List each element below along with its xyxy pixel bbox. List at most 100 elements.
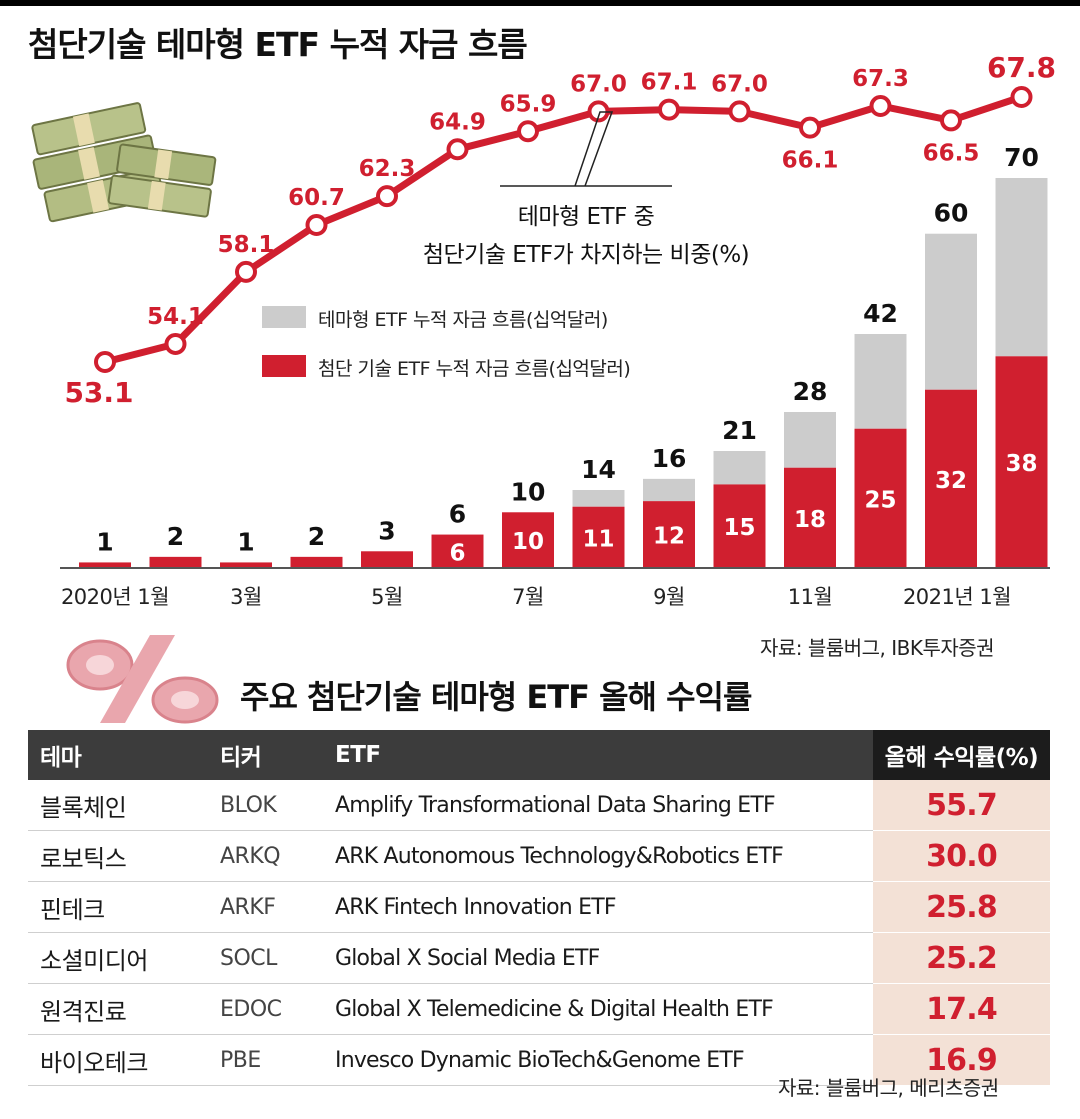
bar-total-label: 2 (167, 522, 184, 551)
bar-tech (572, 506, 625, 568)
share-label: 66.5 (923, 140, 980, 166)
bar-tech-label: 38 (1005, 451, 1037, 477)
table-header-row: 테마 티커 ETF 올해 수익률(%) (28, 730, 1050, 780)
bar-theme-total (643, 478, 695, 502)
share-label: 67.8 (987, 51, 1056, 84)
bar-theme-total (784, 412, 836, 468)
bar-tech-label: 12 (653, 524, 685, 550)
chart-legend: 테마형 ETF 누적 자금 흐름(십억달러) 첨단 기술 ETF 누적 자금 흐… (262, 306, 631, 380)
cell-etf: Amplify Transformational Data Sharing ET… (323, 780, 873, 831)
cell-etf: Invesco Dynamic BioTech&Genome ETF (323, 1034, 873, 1086)
bar-tech (502, 512, 554, 568)
bar-tech (79, 562, 131, 568)
share-label: 65.9 (500, 91, 557, 117)
cell-return: 25.2 (873, 932, 1050, 984)
cell-theme: 블록체인 (28, 780, 208, 831)
share-label: 67.0 (570, 71, 627, 97)
fund-flow-chart: 1 2 1 2 36610101411161221152818422560327038 … (60, 51, 1056, 609)
share-point (517, 120, 539, 143)
share-label: 53.1 (64, 376, 133, 409)
cell-return: 25.8 (873, 881, 1050, 933)
bar-tech (643, 501, 695, 568)
bar-total-label: 1 (96, 527, 113, 556)
bar-total-label: 2 (308, 522, 325, 551)
table-row: 소셜미디어 SOCL Global X Social Media ETF 25.… (28, 932, 1050, 984)
annotation-line-2: 첨단기술 ETF가 차지하는 비중(%) (423, 242, 749, 268)
cell-return: 55.7 (873, 780, 1050, 831)
x-tick-label: 11월 (788, 585, 833, 609)
table-row: 원격진료 EDOC Global X Telemedicine & Digita… (28, 983, 1050, 1035)
cell-ticker: PBE (208, 1034, 323, 1086)
table-source: 자료: 블룸버그, 메리츠증권 (778, 1076, 999, 1100)
bar-theme-total (572, 490, 625, 507)
header-theme: 테마 (28, 730, 208, 780)
bar-total-label: 70 (1004, 143, 1039, 172)
table-title: 주요 첨단기술 테마형 ETF 올해 수익률 (240, 678, 752, 716)
x-tick-label: 5월 (371, 585, 403, 609)
legend-label-theme: 테마형 ETF 누적 자금 흐름(십억달러) (318, 309, 608, 331)
share-point (376, 185, 398, 208)
x-tick-label: 9월 (653, 585, 685, 609)
x-tick-label: 2021년 1월 (903, 585, 1011, 609)
bar-tech (361, 551, 413, 568)
bar-tech-label: 10 (512, 529, 544, 555)
cell-return: 16.9 (873, 1034, 1050, 1086)
share-label: 62.3 (359, 156, 416, 182)
legend-swatch-theme (262, 306, 306, 328)
bar-tech (220, 562, 272, 568)
header-ticker: 티커 (208, 730, 323, 780)
share-point (658, 98, 680, 121)
bar-tech-label: 6 (449, 540, 465, 566)
bar-total-label: 3 (378, 516, 395, 545)
share-label: 66.1 (782, 148, 839, 174)
cell-theme: 바이오테크 (28, 1034, 208, 1086)
share-label: 67.3 (852, 66, 909, 92)
x-tick-labels: 2020년 1월 3월 5월 7월 9월 11월 2021년 1월 (61, 585, 1012, 609)
bar-total-label: 21 (722, 416, 757, 445)
bar-tech-label: 15 (723, 515, 755, 541)
cell-theme: 핀테크 (28, 881, 208, 933)
bar-total-label: 10 (511, 477, 546, 506)
cell-theme: 원격진료 (28, 983, 208, 1035)
legend-label-tech: 첨단 기술 ETF 누적 자금 흐름(십억달러) (318, 358, 630, 380)
bar-total-label: 28 (793, 377, 828, 406)
share-point (799, 116, 821, 139)
cell-ticker: ARKF (208, 881, 323, 933)
line-annotation: 테마형 ETF 중 첨단기술 ETF가 차지하는 비중(%) (423, 111, 750, 268)
bar-tech-label: 18 (794, 507, 826, 533)
header-etf: ETF (323, 730, 873, 780)
annotation-line-1: 테마형 ETF 중 (518, 204, 655, 230)
money-stack-icon (31, 102, 217, 223)
bar-theme-total (854, 334, 907, 429)
share-point (446, 138, 469, 161)
share-label: 54.1 (147, 304, 204, 330)
x-tick-label: 3월 (230, 585, 262, 609)
table-row: 핀테크 ARKF ARK Fintech Innovation ETF 25.8 (28, 881, 1050, 933)
bar-total-label: 60 (934, 199, 969, 228)
share-label: 67.1 (641, 70, 698, 96)
share-point (940, 109, 962, 132)
cell-ticker: SOCL (208, 932, 323, 984)
share-line-layer: 53.1 54.1 58.1 60.7 62.3 64.9 65.9 67.0 67.1 67.0… (64, 51, 1056, 409)
bar-tech (149, 556, 202, 568)
top-border (0, 0, 1080, 6)
share-point (164, 332, 187, 355)
share-line (104, 93, 1023, 366)
bar-total-label: 42 (863, 299, 898, 328)
table-row: 로보틱스 ARKQ ARK Autonomous Technology&Robo… (28, 830, 1050, 882)
cell-return: 17.4 (873, 983, 1050, 1035)
bar-theme-total (995, 178, 1048, 357)
share-label: 64.9 (429, 109, 486, 135)
share-label: 67.0 (711, 71, 768, 97)
bar-tech (713, 484, 766, 568)
table-row: 바이오테크 PBE Invesco Dynamic BioTech&Genome… (28, 1034, 1050, 1086)
bar-total-label: 16 (652, 444, 687, 473)
cell-return: 30.0 (873, 830, 1050, 882)
annotation-leader (574, 111, 614, 187)
chart-title: 첨단기술 테마형 ETF 누적 자금 흐름 (28, 25, 528, 64)
etf-returns-table: 테마 티커 ETF 올해 수익률(%) 블록체인 BLOK Amplify Tr… (28, 730, 1050, 1086)
cell-ticker: EDOC (208, 983, 323, 1035)
share-point (235, 260, 257, 283)
share-point (305, 213, 328, 236)
